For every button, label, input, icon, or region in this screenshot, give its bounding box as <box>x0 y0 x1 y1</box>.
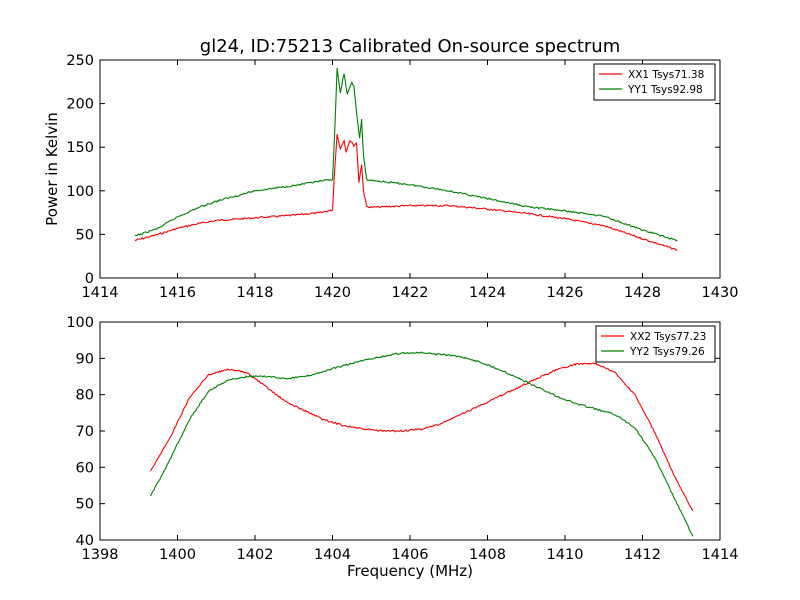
x-tick-label: 1424 <box>469 285 506 301</box>
y-tick-label: 40 <box>76 533 94 549</box>
x-tick-label: 1416 <box>159 285 196 301</box>
x-tick-label: 1430 <box>702 285 739 301</box>
x-tick-label: 1408 <box>469 547 506 563</box>
x-tick-label: 1426 <box>547 285 584 301</box>
y-tick-label: 100 <box>66 315 94 331</box>
x-tick-label: 1414 <box>82 285 119 301</box>
x-tick-label: 1428 <box>624 285 661 301</box>
x-tick-label: 1412 <box>624 547 661 563</box>
legend-entry: YY2 Tsys79.26 <box>629 346 705 358</box>
chart-panel-2: 1398 1400 1402 1404 1406 1408 1410 1412 1414 40 50… <box>66 315 738 580</box>
y-tick-label: 150 <box>66 140 94 156</box>
legend: XX2 Tsys77.23 YY2 Tsys79.26 <box>595 325 716 363</box>
legend-entry: YY1 Tsys92.98 <box>627 84 703 96</box>
x-tick-label: 1410 <box>547 547 584 563</box>
legend-entry: XX2 Tsys77.23 <box>630 331 706 343</box>
y-tick-label: 250 <box>66 53 94 69</box>
series-line-xx2 <box>149 362 694 512</box>
legend-entry: XX1 Tsys71.38 <box>628 69 704 81</box>
x-axis-label: Frequency (MHz) <box>347 562 473 580</box>
y-tick-label: 90 <box>76 351 94 367</box>
x-tick-label: 1400 <box>159 547 196 563</box>
x-tick-label: 1420 <box>314 285 351 301</box>
legend-box <box>593 63 716 101</box>
y-tick-label: 100 <box>66 184 94 200</box>
series-line-yy2 <box>149 351 694 537</box>
x-tick-label: 1422 <box>392 285 429 301</box>
y-tick-label: 50 <box>76 497 94 513</box>
legend: XX1 Tsys71.38 YY1 Tsys92.98 <box>593 63 716 101</box>
y-tick-label: 0 <box>85 271 94 287</box>
x-tick-label: 1406 <box>392 547 429 563</box>
y-tick-label: 80 <box>76 388 94 404</box>
x-tick-label: 1404 <box>314 547 351 563</box>
y-axis-label: Power in Kelvin <box>43 112 61 226</box>
series-line-yy1 <box>134 67 678 242</box>
y-tick-label: 50 <box>76 227 94 243</box>
x-tick-label: 1398 <box>82 547 119 563</box>
y-tick-label: 200 <box>66 97 94 113</box>
series-line-xx1 <box>134 133 678 252</box>
legend-box <box>595 325 716 363</box>
y-tick-label: 60 <box>76 460 94 476</box>
y-tick-label: 70 <box>76 424 94 440</box>
chart-panel-1: 1414 1416 1418 1420 1422 1424 1426 1428 1430 0 50 1… <box>43 36 738 301</box>
x-tick-label: 1414 <box>702 547 739 563</box>
chart-title: gl24, ID:75213 Calibrated On-source spec… <box>200 36 620 57</box>
x-tick-label: 1402 <box>237 547 274 563</box>
x-tick-label: 1418 <box>237 285 274 301</box>
